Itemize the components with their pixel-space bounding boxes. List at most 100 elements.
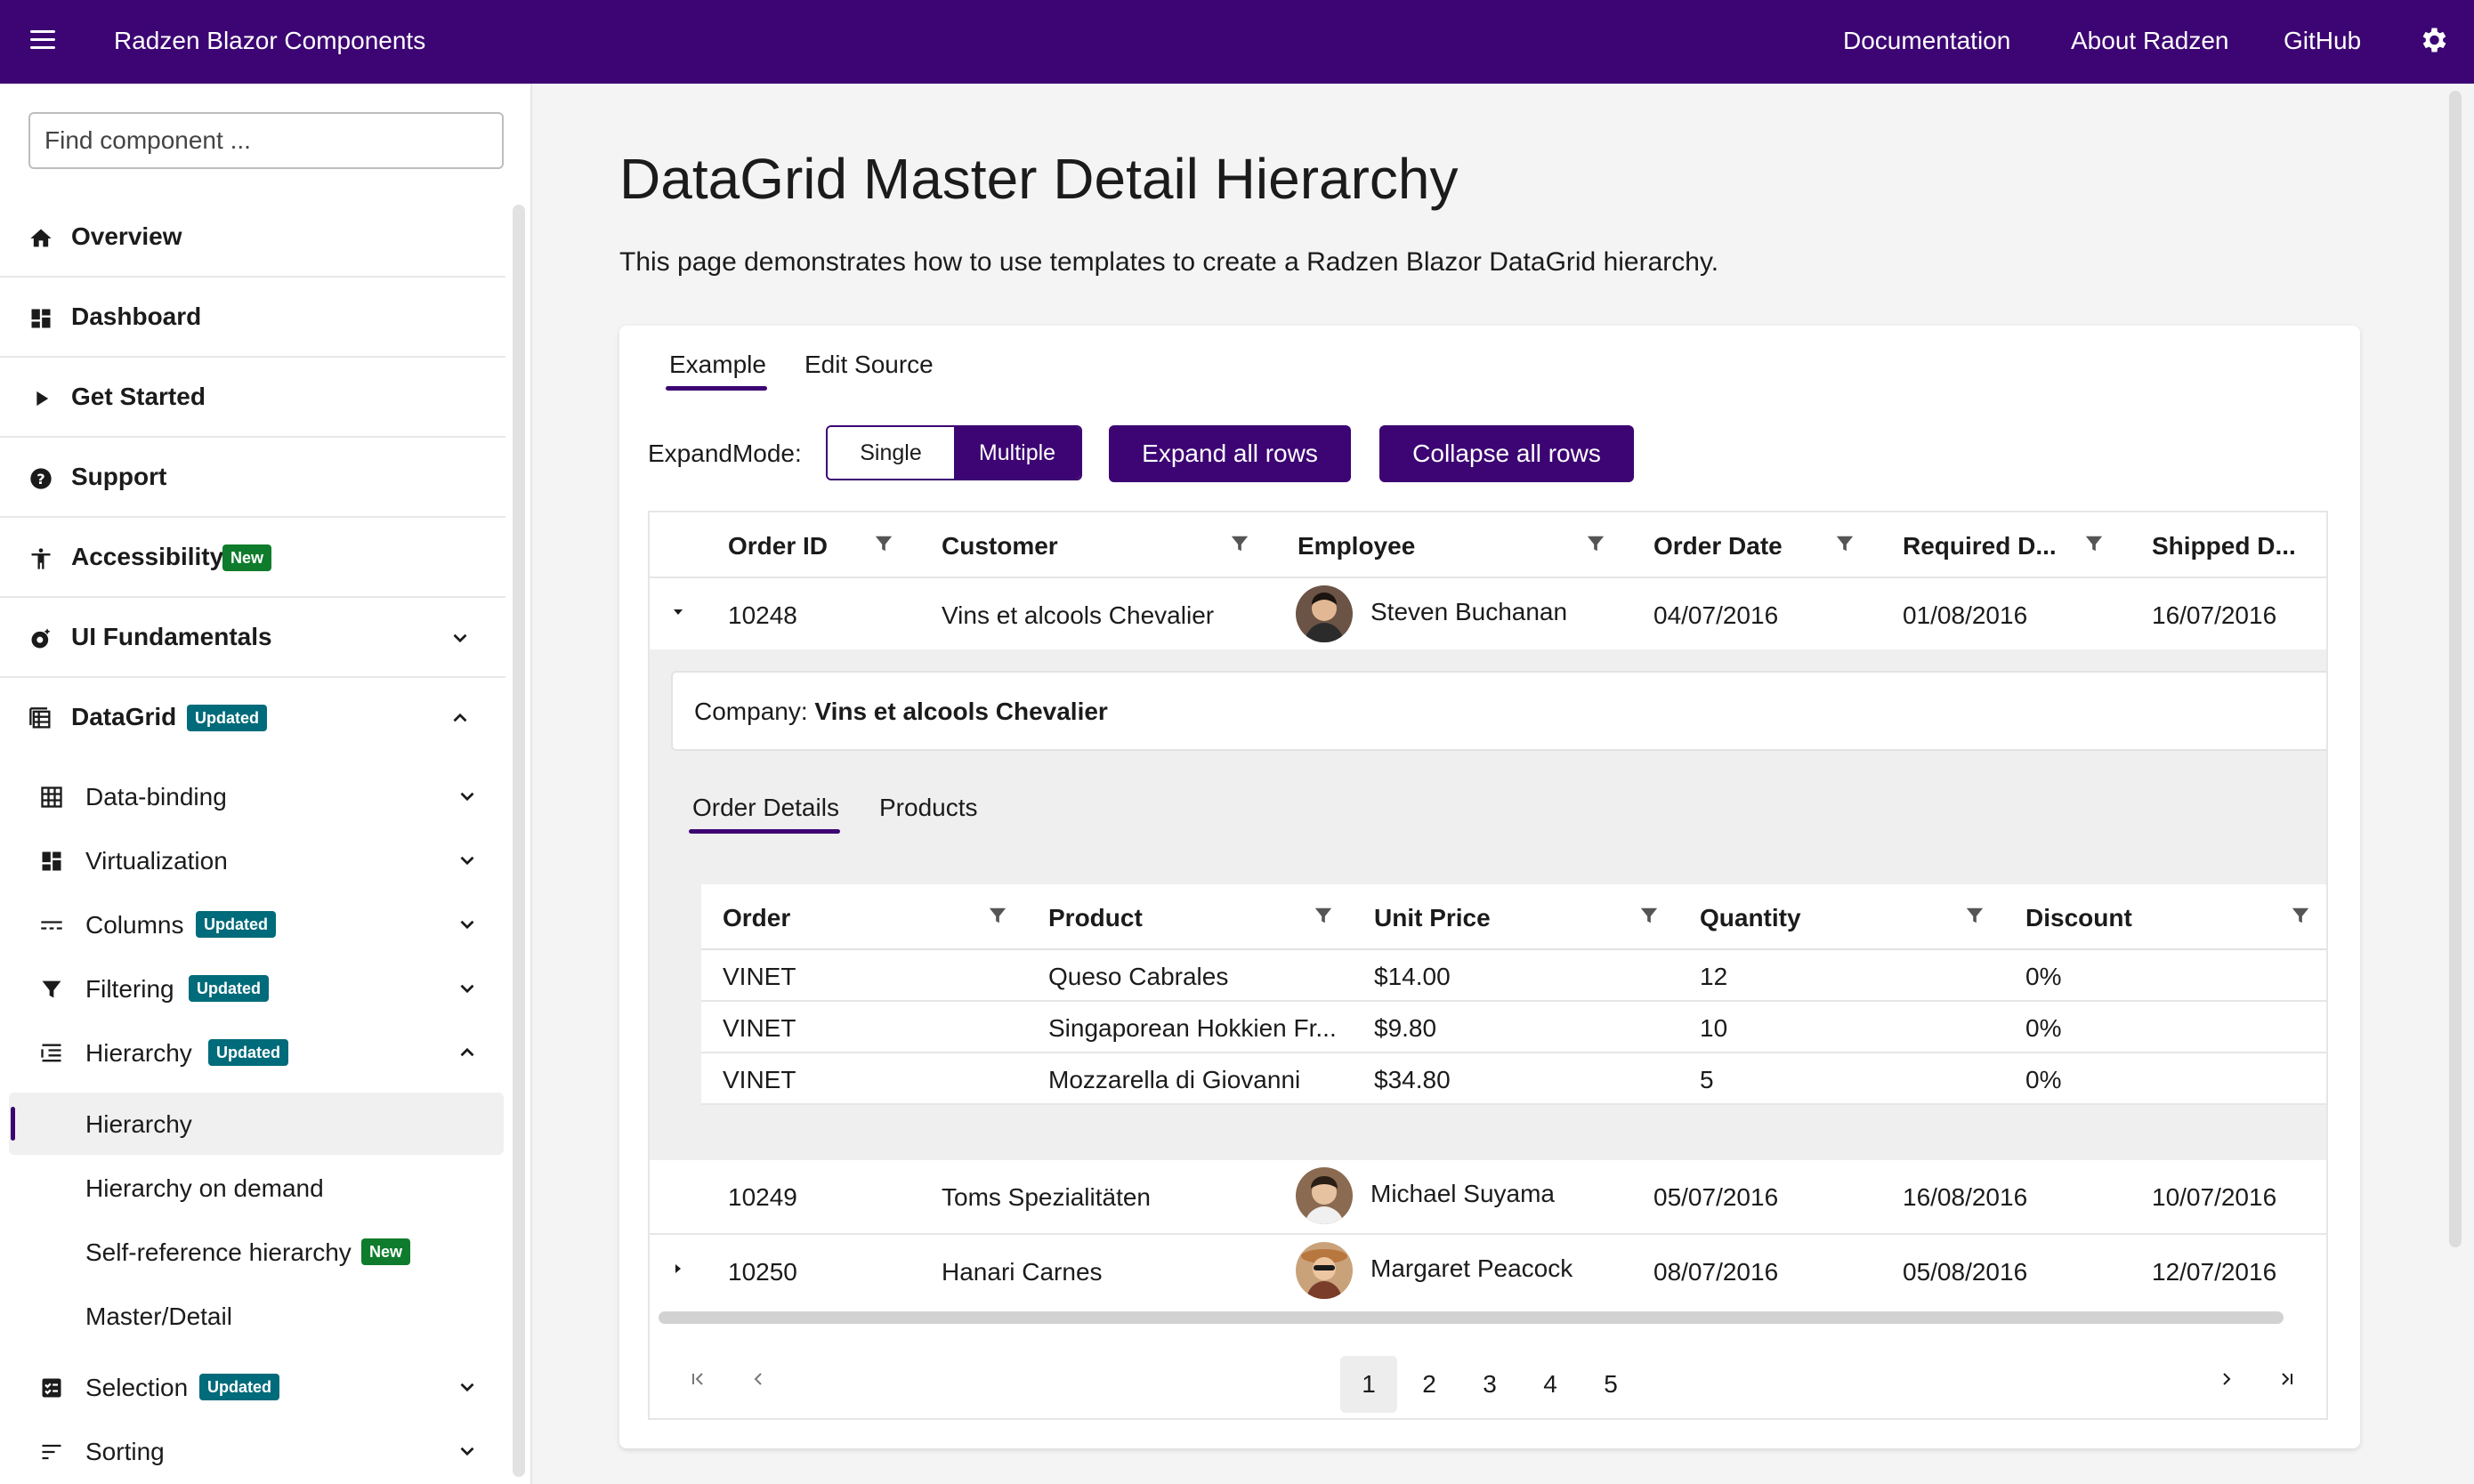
page-button-4[interactable]: 4	[1543, 1370, 1557, 1398]
sidebar-subitem-data-binding[interactable]: Data-binding	[0, 765, 505, 827]
home-icon	[30, 229, 52, 247]
filter-icon[interactable]	[874, 534, 893, 553]
table-row[interactable]: 10250 Hanari Carnes Margaret Peacock 08/…	[650, 1235, 2326, 1306]
sidebar-subitem-sorting[interactable]: Sorting	[0, 1420, 505, 1482]
expand-all-button[interactable]: Expand all rows	[1109, 425, 1351, 482]
sidebar-item-datagrid[interactable]: DataGrid Updated	[0, 678, 505, 758]
sidebar-item-accessibility[interactable]: Accessibility New	[0, 518, 505, 598]
cell-order: VINET	[723, 963, 796, 990]
tab-example[interactable]: Example	[669, 351, 766, 378]
app-title[interactable]: Radzen Blazor Components	[114, 27, 426, 54]
column-header-order[interactable]: Order	[723, 904, 791, 932]
table-row[interactable]: VINET Singaporean Hokkien Fr... $9.80 10…	[701, 1002, 2326, 1053]
cell-order-id: 10250	[728, 1258, 797, 1286]
filter-icon[interactable]	[1314, 906, 1333, 925]
page-button-2[interactable]: 2	[1422, 1370, 1436, 1398]
horizontal-scrollbar[interactable]	[659, 1311, 2284, 1324]
first-page-icon[interactable]	[687, 1368, 708, 1390]
chevron-up-icon[interactable]	[456, 1041, 479, 1064]
sidebar-subitem-filtering[interactable]: Filtering Updated	[0, 957, 505, 1020]
nav-link-documentation[interactable]: Documentation	[1843, 27, 2011, 54]
filter-icon[interactable]	[1230, 534, 1249, 553]
filter-icon[interactable]	[988, 906, 1007, 925]
sidebar-subitem-selection[interactable]: Selection Updated	[0, 1356, 505, 1418]
page-button-1[interactable]: 1	[1340, 1356, 1397, 1413]
tab-order-details[interactable]: Order Details	[692, 794, 839, 821]
tab-products[interactable]: Products	[879, 794, 978, 821]
filter-icon	[42, 980, 61, 998]
hamburger-icon[interactable]	[30, 30, 55, 52]
sidebar-leaf-self-reference-hierarchy[interactable]: Self-reference hierarchy New	[9, 1221, 504, 1283]
chevron-down-icon[interactable]	[456, 977, 479, 1000]
table-row[interactable]: VINET Queso Cabrales $14.00 12 0%	[701, 950, 2326, 1002]
last-page-icon[interactable]	[2276, 1368, 2298, 1390]
column-header-unit-price[interactable]: Unit Price	[1374, 904, 1491, 932]
tab-edit-source[interactable]: Edit Source	[804, 351, 934, 378]
column-header-customer[interactable]: Customer	[942, 532, 1058, 560]
filter-icon[interactable]	[1639, 906, 1659, 925]
avatar	[1296, 585, 1353, 642]
chevron-down-icon[interactable]	[449, 626, 472, 649]
sidebar-scrollbar[interactable]	[513, 205, 525, 1477]
page-button-3[interactable]: 3	[1483, 1370, 1497, 1398]
hierarchy-icon	[41, 1044, 61, 1062]
sidebar-item-label: Accessibility	[71, 543, 224, 570]
column-header-employee[interactable]: Employee	[1298, 532, 1416, 560]
column-header-discount[interactable]: Discount	[2025, 904, 2132, 932]
chevron-up-icon[interactable]	[449, 706, 472, 730]
cell-unit-price: $9.80	[1374, 1014, 1437, 1042]
pager: 1 2 3 4 5	[650, 1340, 2326, 1418]
chevron-down-icon[interactable]	[456, 1440, 479, 1463]
table-row[interactable]: 10248 Vins et alcools Chevalier Steven B…	[650, 578, 2326, 649]
sidebar-item-ui-fundamentals[interactable]: UI Fundamentals	[0, 598, 505, 678]
page-scrollbar[interactable]	[2449, 91, 2462, 1247]
column-header-order-date[interactable]: Order Date	[1653, 532, 1783, 560]
tab-active-indicator	[666, 386, 767, 391]
cell-product: Mozzarella di Giovanni	[1048, 1066, 1301, 1093]
sidebar-item-overview[interactable]: Overview	[0, 198, 505, 278]
caret-down-icon[interactable]	[671, 605, 685, 619]
chevron-down-icon[interactable]	[456, 849, 479, 872]
filter-icon[interactable]	[2084, 534, 2104, 553]
chevron-down-icon[interactable]	[456, 785, 479, 808]
sidebar-item-dashboard[interactable]: Dashboard	[0, 278, 505, 358]
sidebar-item-support[interactable]: ? Support	[0, 438, 505, 518]
column-header-shipped-date[interactable]: Shipped D...	[2152, 532, 2296, 560]
page-button-5[interactable]: 5	[1604, 1370, 1618, 1398]
sidebar-item-label: DataGrid	[71, 703, 177, 730]
filter-icon[interactable]	[1835, 534, 1855, 553]
sidebar-subitem-virtualization[interactable]: Virtualization	[0, 829, 505, 891]
sidebar-leaf-hierarchy-on-demand[interactable]: Hierarchy on demand	[9, 1157, 504, 1219]
collapse-all-button[interactable]: Collapse all rows	[1379, 425, 1634, 482]
cell-discount: 0%	[2025, 1066, 2062, 1093]
column-header-quantity[interactable]: Quantity	[1700, 904, 1801, 932]
company-value: Vins et alcools Chevalier	[814, 698, 1108, 725]
chevron-down-icon[interactable]	[456, 1375, 479, 1399]
column-header-required-date[interactable]: Required D...	[1903, 532, 2057, 560]
expand-mode-multiple[interactable]: Multiple	[954, 427, 1080, 479]
caret-right-icon[interactable]	[671, 1262, 685, 1276]
chevron-down-icon[interactable]	[456, 913, 479, 936]
next-page-icon[interactable]	[2216, 1368, 2237, 1390]
sidebar-subitem-columns[interactable]: Columns Updated	[0, 893, 505, 956]
gear-icon[interactable]	[2417, 24, 2449, 56]
table-row[interactable]: VINET Mozzarella di Giovanni $34.80 5 0%	[701, 1053, 2326, 1105]
filter-icon[interactable]	[2291, 906, 2310, 925]
column-header-order-id[interactable]: Order ID	[728, 532, 829, 560]
filter-icon[interactable]	[1965, 906, 1985, 925]
sidebar-leaf-hierarchy[interactable]: Hierarchy	[9, 1093, 504, 1155]
dashboard-icon	[42, 851, 61, 871]
sidebar-item-get-started[interactable]: Get Started	[0, 358, 505, 438]
column-header-product[interactable]: Product	[1048, 904, 1143, 932]
sidebar-subitem-hierarchy[interactable]: Hierarchy Updated	[0, 1021, 505, 1084]
sidebar-leaf-master-detail[interactable]: Master/Detail	[9, 1285, 504, 1347]
search-input[interactable]	[28, 112, 504, 169]
expand-mode-single[interactable]: Single	[828, 427, 954, 479]
filter-icon[interactable]	[1586, 534, 1605, 553]
nav-link-github[interactable]: GitHub	[2284, 27, 2362, 54]
cell-quantity: 5	[1700, 1066, 1714, 1093]
nav-link-about[interactable]: About Radzen	[2071, 27, 2229, 54]
table-row[interactable]: 10249 Toms Spezialitäten Michael Suyama …	[650, 1160, 2326, 1235]
previous-page-icon[interactable]	[748, 1368, 769, 1390]
